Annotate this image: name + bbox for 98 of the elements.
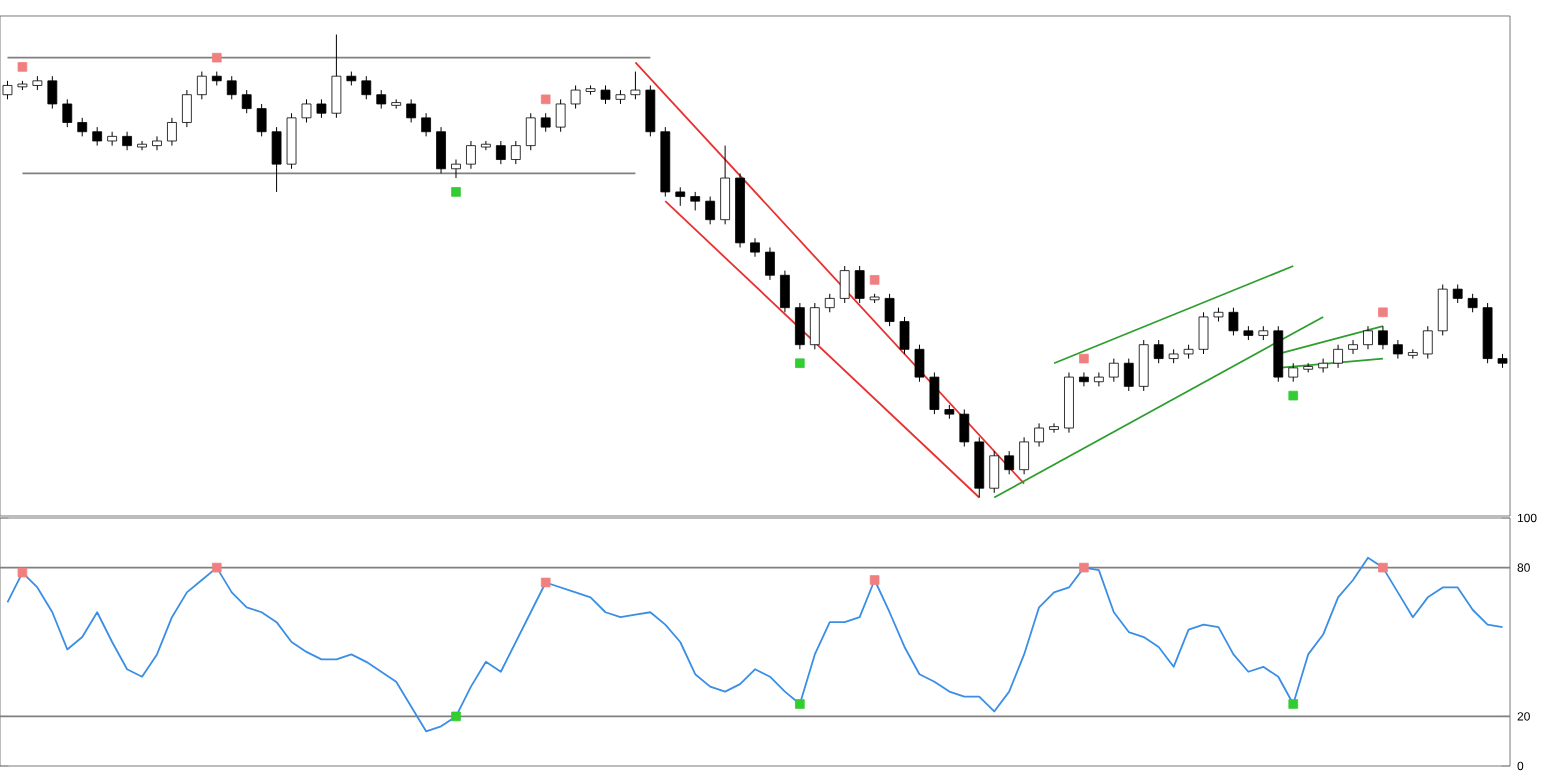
candlestick bbox=[152, 135, 162, 151]
candlestick bbox=[974, 436, 985, 498]
candlestick bbox=[331, 34, 342, 119]
candlestick bbox=[406, 98, 417, 123]
candlestick bbox=[1452, 284, 1463, 304]
candlestick bbox=[929, 371, 940, 415]
point bbox=[1378, 307, 1388, 318]
candlestick bbox=[1437, 284, 1448, 336]
candlestick bbox=[1363, 325, 1373, 350]
candlestick bbox=[555, 98, 566, 133]
candlestick bbox=[182, 89, 192, 128]
candlestick bbox=[301, 98, 312, 123]
candlestick bbox=[824, 293, 835, 313]
candlestick bbox=[959, 409, 970, 448]
candlestick bbox=[495, 140, 506, 165]
point bbox=[451, 711, 461, 722]
candlestick bbox=[1378, 325, 1388, 350]
candlestick bbox=[690, 191, 701, 211]
candlestick bbox=[137, 140, 147, 151]
candlestick bbox=[421, 112, 431, 137]
candlestick bbox=[241, 89, 252, 114]
candlestick bbox=[854, 265, 865, 304]
candlestick bbox=[1393, 339, 1403, 360]
point bbox=[795, 699, 805, 709]
candlestick bbox=[107, 131, 118, 147]
candlestick bbox=[1198, 311, 1209, 355]
candlestick bbox=[540, 112, 551, 133]
candlestick bbox=[451, 159, 461, 179]
candlestick bbox=[271, 126, 282, 193]
candlestick bbox=[361, 75, 372, 100]
candlestick bbox=[286, 112, 297, 170]
candlestick bbox=[525, 112, 536, 151]
candlestick bbox=[1333, 344, 1343, 369]
candlestick bbox=[376, 89, 387, 110]
candlestick bbox=[1273, 325, 1284, 383]
candlestick bbox=[1138, 339, 1149, 392]
candlestick bbox=[1422, 325, 1433, 360]
point bbox=[212, 52, 222, 63]
candlestick bbox=[1348, 339, 1358, 355]
point bbox=[212, 562, 222, 573]
candlestick bbox=[765, 246, 775, 281]
candlestick bbox=[92, 126, 103, 147]
candlestick bbox=[600, 84, 611, 105]
candlestick bbox=[1049, 422, 1059, 434]
candlestick bbox=[1228, 307, 1239, 336]
point bbox=[1079, 562, 1089, 573]
point bbox=[1079, 353, 1089, 364]
candlestick bbox=[226, 75, 237, 100]
candlestick bbox=[1318, 358, 1329, 373]
point bbox=[1288, 699, 1299, 709]
candlestick bbox=[2, 80, 13, 100]
candlestick bbox=[675, 186, 686, 207]
point bbox=[540, 94, 551, 105]
point bbox=[1288, 390, 1299, 401]
point bbox=[17, 567, 28, 578]
candlestick bbox=[466, 140, 476, 170]
candlestick bbox=[989, 450, 1000, 494]
candlestick bbox=[1004, 450, 1015, 475]
candlestick bbox=[794, 302, 805, 350]
candlestick bbox=[436, 126, 446, 174]
candlestick bbox=[1019, 436, 1029, 475]
point bbox=[540, 577, 551, 588]
candlestick bbox=[47, 75, 58, 110]
point bbox=[17, 62, 28, 72]
candlestick bbox=[1034, 422, 1044, 448]
candlestick bbox=[510, 140, 521, 165]
candlestick bbox=[62, 98, 73, 128]
candlestick bbox=[1108, 358, 1119, 383]
point bbox=[869, 275, 880, 285]
candlestick bbox=[1467, 293, 1478, 313]
point bbox=[1378, 562, 1388, 573]
candlestick bbox=[122, 131, 132, 151]
candlestick bbox=[884, 293, 895, 327]
candlestick bbox=[839, 265, 850, 304]
candlestick bbox=[809, 302, 820, 350]
candlestick bbox=[196, 71, 207, 100]
candlestick bbox=[316, 98, 327, 119]
candlestick bbox=[705, 196, 716, 225]
candlestick bbox=[1288, 362, 1299, 383]
candlestick bbox=[570, 84, 581, 110]
candlestick bbox=[77, 117, 88, 137]
candlestick bbox=[256, 103, 267, 137]
candlestick bbox=[1079, 371, 1089, 387]
candlestick bbox=[645, 84, 656, 137]
point bbox=[451, 187, 461, 197]
candlestick bbox=[1093, 371, 1104, 387]
candlestick bbox=[1153, 339, 1164, 364]
candlestick bbox=[914, 344, 925, 383]
candlestick bbox=[630, 71, 641, 100]
candlestick bbox=[1123, 358, 1134, 392]
candlestick bbox=[750, 237, 760, 258]
candlestick bbox=[720, 145, 730, 225]
candlestick bbox=[780, 270, 790, 313]
point bbox=[795, 358, 805, 368]
candlestick bbox=[167, 117, 177, 147]
candlestick bbox=[481, 140, 491, 151]
point bbox=[869, 575, 880, 585]
candlestick bbox=[899, 316, 910, 355]
